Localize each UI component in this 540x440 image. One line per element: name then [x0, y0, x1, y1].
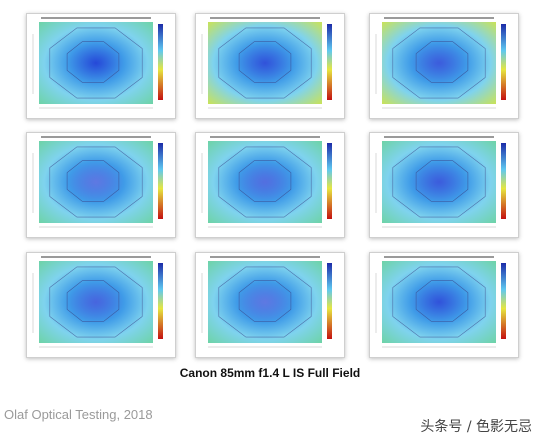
colorbar-1 — [158, 24, 163, 100]
heatmap-field-7 — [39, 261, 153, 343]
panel-title-9 — [384, 256, 494, 258]
panel-title-7 — [41, 256, 151, 258]
figure-caption: Canon 85mm f1.4 L IS Full Field — [179, 366, 361, 380]
heatmap-field-5 — [208, 141, 322, 223]
heatmap-panel-3 — [369, 13, 519, 119]
heatmap-grid — [26, 13, 519, 358]
heatmap-panel-2 — [195, 13, 345, 119]
heatmap-panel-5-svg — [201, 136, 332, 228]
heatmap-panel-9-svg — [375, 256, 506, 348]
heatmap-panel-2-svg — [201, 17, 332, 109]
heatmap-field-1 — [39, 22, 153, 104]
heatmap-field-3 — [382, 22, 496, 104]
heatmap-field-8 — [208, 261, 322, 343]
colorbar-5 — [327, 143, 332, 219]
contour-outer-8 — [218, 266, 312, 338]
heatmap-panel-7-svg — [32, 256, 163, 348]
contour-outer-1 — [49, 27, 143, 99]
colorbar-2 — [327, 24, 332, 100]
colorbar-7 — [158, 263, 163, 339]
heatmap-panel-7 — [26, 252, 176, 358]
colorbar-8 — [327, 263, 332, 339]
heatmap-field-2 — [208, 22, 322, 104]
heatmap-panel-6-svg — [375, 136, 506, 228]
panel-title-1 — [41, 17, 151, 19]
contour-outer-6 — [392, 146, 486, 218]
watermark: 头条号 / 色影无忌 — [420, 419, 532, 435]
heatmap-panel-9 — [369, 252, 519, 358]
contour-inner-1 — [66, 41, 120, 83]
heatmap-panel-4 — [26, 132, 176, 238]
contour-inner-8 — [238, 280, 292, 322]
heatmap-panel-4-svg — [32, 136, 163, 228]
contour-inner-4 — [66, 160, 120, 202]
heatmap-panel-6 — [369, 132, 519, 238]
contour-outer-7 — [49, 266, 143, 338]
contour-inner-6 — [415, 160, 469, 202]
contour-outer-9 — [392, 266, 486, 338]
contour-outer-3 — [392, 27, 486, 99]
heatmap-field-6 — [382, 141, 496, 223]
heatmap-panel-8 — [195, 252, 345, 358]
heatmap-field-4 — [39, 141, 153, 223]
colorbar-9 — [501, 263, 506, 339]
credit-text: Olaf Optical Testing, 2018 — [4, 407, 153, 422]
heatmap-panel-5 — [195, 132, 345, 238]
contour-outer-2 — [218, 27, 312, 99]
contour-inner-3 — [415, 41, 469, 83]
contour-outer-5 — [218, 146, 312, 218]
panel-title-5 — [210, 136, 320, 138]
panel-title-3 — [384, 17, 494, 19]
heatmap-panel-8-svg — [201, 256, 332, 348]
heatmap-panel-1-svg — [32, 17, 163, 109]
panel-title-4 — [41, 136, 151, 138]
heatmap-panel-3-svg — [375, 17, 506, 109]
contour-inner-7 — [66, 280, 120, 322]
contour-inner-5 — [238, 160, 292, 202]
contour-inner-2 — [238, 41, 292, 83]
heatmap-panel-1 — [26, 13, 176, 119]
colorbar-3 — [501, 24, 506, 100]
panel-title-6 — [384, 136, 494, 138]
colorbar-6 — [501, 143, 506, 219]
colorbar-4 — [158, 143, 163, 219]
panel-title-2 — [210, 17, 320, 19]
heatmap-field-9 — [382, 261, 496, 343]
panel-title-8 — [210, 256, 320, 258]
contour-outer-4 — [49, 146, 143, 218]
contour-inner-9 — [415, 280, 469, 322]
